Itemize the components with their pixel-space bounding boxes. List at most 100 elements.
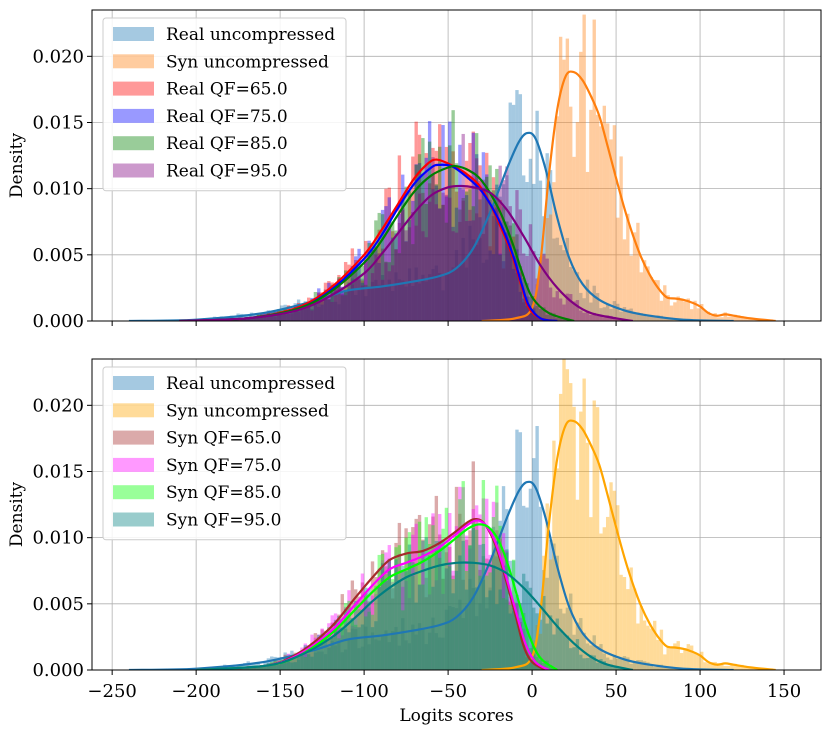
histogram-bar [303, 301, 308, 321]
histogram-bar [464, 221, 469, 321]
histogram-bar [397, 222, 402, 321]
histogram-bar [286, 314, 291, 321]
histogram-bar [333, 619, 338, 670]
histogram-bar [441, 125, 445, 321]
histogram-bar [367, 644, 371, 670]
histogram-bar [307, 301, 311, 321]
legend-swatch [113, 376, 154, 390]
histogram-bar [565, 293, 570, 321]
histogram-bar [347, 632, 351, 670]
histogram-bar [253, 317, 257, 321]
histogram-bar [703, 662, 707, 670]
histogram-bar [585, 311, 590, 321]
histogram-bar [317, 634, 321, 670]
histogram-bar [515, 617, 519, 670]
histogram-bar [290, 657, 294, 670]
histogram-bar [357, 290, 361, 321]
histogram-bar [273, 316, 277, 321]
histogram-bar [377, 263, 381, 321]
histogram-bar [545, 623, 549, 670]
histogram-bar [515, 234, 519, 321]
histogram-bar [599, 533, 603, 670]
histogram-bar [528, 306, 533, 321]
histogram-bar [293, 662, 297, 670]
histogram-bar [441, 205, 445, 321]
histogram-bar [491, 526, 496, 670]
histogram-bar [266, 662, 271, 670]
histogram-bar [488, 200, 492, 321]
histogram-real-qf-75-0 [179, 121, 556, 321]
histogram-bar [404, 640, 408, 670]
histogram-bar [390, 581, 395, 670]
histogram-bar [545, 153, 549, 321]
histogram-bar [592, 312, 596, 321]
histogram-bar [659, 629, 664, 670]
histogram-bar [259, 665, 264, 670]
histogram-bar [259, 315, 264, 321]
histogram-bar [310, 309, 314, 321]
histogram-bar [434, 495, 439, 670]
histogram-bar [327, 627, 331, 670]
histogram-bar [444, 272, 449, 321]
histogram-bar [417, 584, 422, 670]
histogram-bar [458, 265, 462, 321]
y-tick-label: 0.020 [32, 395, 84, 416]
histogram-bar [438, 541, 442, 670]
histogram-bar [431, 617, 435, 670]
histogram-bar [515, 429, 519, 670]
histogram-bar [585, 658, 590, 670]
histogram-bar [481, 233, 486, 321]
histogram-bar [427, 543, 432, 670]
histogram-bar [525, 313, 529, 321]
histogram-bar [421, 628, 425, 670]
histogram-bar [360, 624, 365, 670]
histogram-bar [454, 250, 459, 321]
histogram-bar [417, 154, 422, 321]
histogram-bar [609, 664, 613, 670]
histogram-bar [427, 632, 432, 670]
histogram-bar [374, 279, 378, 321]
histogram-bar [270, 664, 274, 670]
histogram-bar [481, 262, 486, 321]
histogram-bar [572, 406, 576, 670]
histogram-bar [511, 255, 516, 321]
histogram-bar [333, 613, 338, 670]
histogram-bar [364, 240, 368, 321]
histogram-bar [414, 634, 418, 670]
histogram-bar [612, 654, 617, 670]
histogram-bar [407, 643, 412, 670]
histogram-bar [327, 623, 331, 670]
histogram-bar [266, 664, 271, 670]
histogram-bar [505, 599, 509, 670]
histogram-bar [390, 588, 395, 670]
histogram-bar [518, 666, 523, 670]
y-tick-label: 0.005 [32, 594, 84, 615]
histogram-bar [323, 282, 328, 321]
histogram-bar [642, 260, 647, 321]
histogram-bar [508, 102, 512, 321]
histogram-bar [370, 595, 375, 670]
histogram-syn-uncompressed [481, 14, 774, 321]
histogram-bar [354, 294, 358, 321]
histogram-bar [522, 277, 526, 321]
histogram-bar [320, 629, 324, 670]
histogram-bar [548, 615, 553, 670]
histogram-bar [528, 488, 533, 670]
x-axis: −250 −200 −150 −100 −50 0 50 100 150 [87, 670, 801, 702]
histogram-bar [390, 291, 395, 321]
x-tick-label: −100 [339, 681, 388, 702]
histogram-bar [448, 145, 452, 321]
histogram-bar [307, 302, 311, 321]
histogram-bar [343, 606, 348, 670]
histogram-bar [313, 652, 318, 670]
histogram-bar [488, 590, 492, 670]
histogram-bar [448, 121, 452, 321]
histogram-bar [703, 310, 707, 321]
histogram-bar [320, 628, 324, 670]
histogram-bar [515, 594, 519, 670]
histogram-bar [431, 157, 435, 321]
histogram-bar [666, 668, 670, 670]
histogram-bar [461, 189, 465, 321]
histogram-bar [333, 623, 338, 670]
histogram-bar [384, 206, 388, 321]
